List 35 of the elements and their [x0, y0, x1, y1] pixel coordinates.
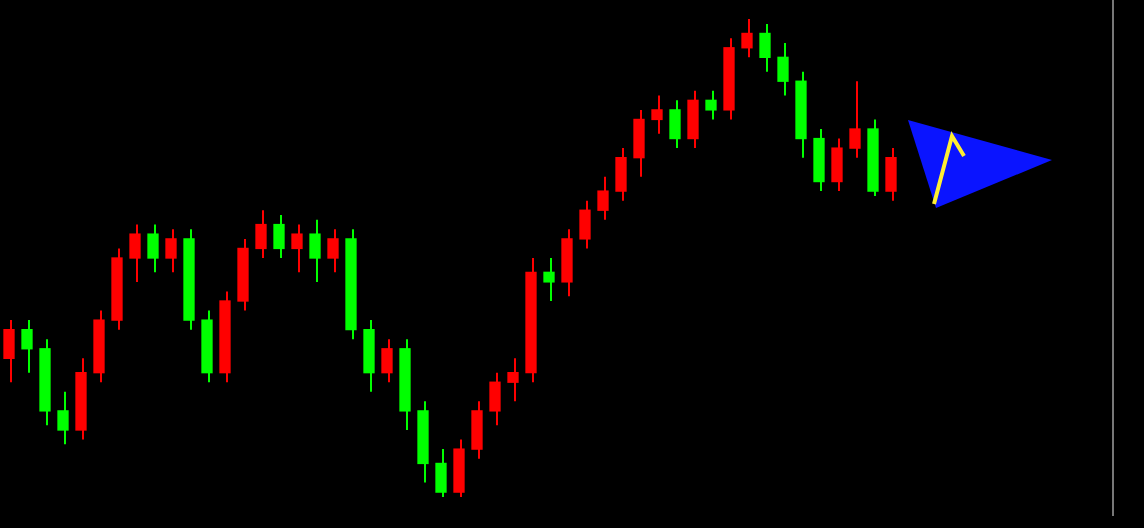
candlestick	[579, 199, 591, 250]
candlestick	[561, 228, 573, 298]
candlestick	[597, 175, 609, 221]
candlestick	[651, 94, 663, 135]
candlestick	[831, 137, 843, 193]
candlestick	[165, 228, 177, 274]
candlestick	[381, 338, 393, 384]
candlestick	[327, 228, 339, 274]
candlestick	[885, 147, 897, 202]
candlestick	[273, 214, 285, 259]
candlestick	[705, 89, 717, 121]
candlestick	[669, 99, 681, 150]
candlestick	[687, 89, 699, 150]
candlestick	[3, 319, 15, 384]
candlestick	[489, 371, 501, 427]
candlestick	[363, 319, 375, 393]
candlestick	[255, 209, 267, 259]
candlestick	[813, 128, 825, 193]
candlestick	[129, 223, 141, 283]
candlestick	[777, 42, 789, 97]
candlestick	[21, 319, 33, 374]
candlestick	[507, 357, 519, 403]
candlestick	[453, 438, 465, 498]
candlestick	[633, 108, 645, 178]
candlestick	[309, 218, 321, 283]
candlestick	[471, 400, 483, 460]
candlestick	[759, 22, 771, 73]
candlestick	[741, 18, 753, 59]
candlestick	[147, 223, 159, 274]
candlestick	[291, 223, 303, 274]
candlestick	[543, 257, 555, 302]
candlestick	[435, 448, 447, 498]
candlestick	[849, 80, 861, 159]
candlestick	[57, 390, 69, 446]
candlestick	[615, 147, 627, 202]
